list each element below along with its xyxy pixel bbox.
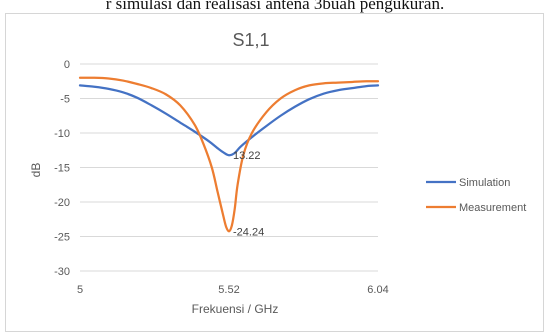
simulation-data-label: 13.22 [233, 150, 261, 162]
chart-title: S1,1 [232, 30, 269, 50]
x-tick-label: 5 [77, 284, 83, 296]
x-tick-labels: 5 5.52 6.04 [77, 284, 389, 296]
y-tick-label: -5 [60, 94, 70, 106]
y-tick-label: -15 [54, 163, 70, 175]
measurement-series-line [78, 76, 380, 233]
data-labels: 13.22 -24.24 [233, 150, 264, 238]
y-tick-label: -25 [54, 232, 70, 244]
grid-lines [80, 63, 378, 272]
simulation-legend-label: Simulation [459, 177, 510, 189]
measurement-data-label: -24.24 [233, 226, 264, 238]
y-tick-labels: 0 -5 -10 -15 -20 -25 -30 [54, 59, 70, 278]
x-axis-title: Frekuensi / GHz [192, 302, 279, 316]
y-tick-label: -10 [54, 128, 70, 140]
y-axis-title: dB [29, 163, 43, 178]
y-tick-label: -20 [54, 197, 70, 209]
simulation-series-line [78, 84, 380, 157]
caption-text: r simulasi dan realisasi antena 3buah pe… [105, 0, 445, 13]
chart-frame [5, 13, 544, 332]
legend: Simulation Measurement [426, 177, 526, 214]
measurement-legend-label: Measurement [459, 202, 526, 214]
y-tick-label: -30 [54, 266, 70, 278]
x-tick-label: 5.52 [218, 284, 239, 296]
x-tick-label: 6.04 [367, 284, 388, 296]
series-lines [78, 76, 380, 233]
y-tick-label: 0 [64, 59, 70, 71]
